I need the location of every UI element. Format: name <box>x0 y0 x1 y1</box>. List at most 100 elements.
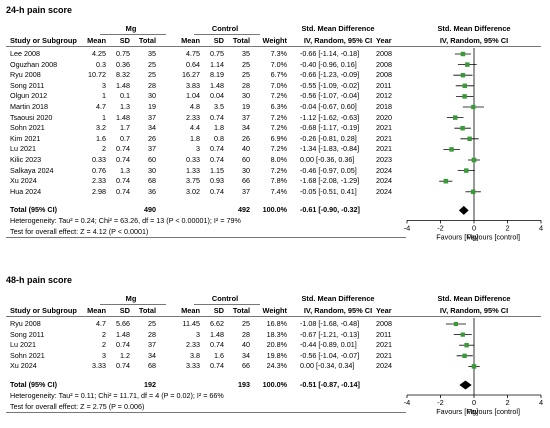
header-rule-control <box>194 304 260 305</box>
weight: 7.3% <box>270 49 287 58</box>
mg-mean: 4.7 <box>96 319 106 328</box>
header-group-mg: Mg <box>125 294 137 303</box>
study-marker <box>460 332 465 337</box>
year: 2021 <box>376 144 392 154</box>
study-name: Xu 2024 <box>10 176 37 186</box>
total-label: Total (95% CI) <box>10 380 57 389</box>
mg-total: 25 <box>148 319 156 328</box>
control-total: 25 <box>242 319 250 328</box>
control-total: 37 <box>242 112 250 122</box>
smd-ci: -0.56 [-1.07, -0.04] <box>300 91 360 101</box>
control-mean: 2.33 <box>186 340 200 350</box>
total-mg: 490 <box>144 205 156 215</box>
header-plot-smd: Std. Mean Difference <box>437 294 511 303</box>
smd-ci: 0.00 [-0.36, 0.36] <box>300 155 355 164</box>
control-sd: 1.15 <box>210 165 224 175</box>
total-ci: -0.61 [-0.90, -0.32] <box>300 205 360 215</box>
x-tick-label: 2 <box>505 398 509 407</box>
header-rule <box>6 46 541 47</box>
control-total: 28 <box>242 80 250 90</box>
header-rule-mg <box>100 304 166 305</box>
control-sd: 0.75 <box>210 49 224 58</box>
mg-total: 60 <box>148 155 156 164</box>
year: 2008 <box>376 70 392 80</box>
year: 2024 <box>376 165 392 175</box>
header-smd-sub: IV, Random, 95% CI <box>303 36 373 45</box>
mg-sd: 1.2 <box>120 350 130 360</box>
section-title: 48-h pain score <box>6 275 73 285</box>
x-tick-label: -2 <box>437 223 444 232</box>
study-name: Ryu 2008 <box>10 70 41 80</box>
control-total: 60 <box>242 155 250 164</box>
x-tick-label: 0 <box>472 223 476 232</box>
header-total: Total <box>138 36 156 45</box>
weight: 7.2% <box>270 165 287 175</box>
mg-total: 36 <box>148 186 156 196</box>
mg-total: 37 <box>148 112 156 122</box>
weight: 7.2% <box>270 123 287 133</box>
smd-ci: -1.68 [-2.08, -1.29] <box>300 176 360 186</box>
year: 2018 <box>376 102 392 111</box>
year: 2011 <box>376 329 392 339</box>
header-rule <box>6 316 541 317</box>
mg-mean: 2 <box>102 329 106 339</box>
control-mean: 1.8 <box>190 133 200 143</box>
control-mean: 3.8 <box>190 350 200 360</box>
header-plot-smd: Std. Mean Difference <box>437 24 511 33</box>
mg-sd: 0.74 <box>116 186 130 196</box>
header-total: Total <box>232 36 250 45</box>
study-marker <box>449 147 454 152</box>
weight: 7.2% <box>270 112 287 122</box>
mg-sd: 8.32 <box>116 70 130 80</box>
mg-mean: 2 <box>102 144 106 154</box>
total-mg: 192 <box>144 380 156 389</box>
smd-ci: -0.67 [-1.21, -0.13] <box>300 329 360 339</box>
header-year: Year <box>376 306 392 315</box>
section-title: 24-h pain score <box>6 5 73 15</box>
study-marker <box>471 157 477 163</box>
mg-total: 34 <box>148 123 156 133</box>
mg-mean: 0.33 <box>92 155 106 164</box>
smd-ci: -1.08 [-1.68, -0.48] <box>300 319 360 328</box>
control-total: 19 <box>242 102 250 111</box>
mg-mean: 3.33 <box>92 361 106 371</box>
control-mean: 3.83 <box>186 80 200 90</box>
mg-total: 68 <box>148 176 156 186</box>
favours-mg-label: Favours [Mg] <box>436 407 478 416</box>
study-marker <box>453 115 458 120</box>
control-sd: 0.74 <box>210 340 224 350</box>
control-total: 34 <box>242 350 250 360</box>
mg-sd: 0.74 <box>116 176 130 186</box>
smd-ci: 0.00 [-0.34, 0.34] <box>300 361 355 371</box>
mg-mean: 3 <box>102 80 106 90</box>
header-sd: SD <box>119 306 130 315</box>
mg-mean: 4.25 <box>92 49 106 58</box>
study-marker <box>460 51 466 57</box>
study-marker <box>460 125 465 131</box>
study-name: Lu 2021 <box>10 340 36 350</box>
weight: 7.0% <box>270 59 287 69</box>
mg-total: 37 <box>148 340 156 350</box>
study-marker <box>460 73 466 78</box>
control-sd: 1.14 <box>210 59 224 69</box>
study-name: Ryu 2008 <box>10 319 41 328</box>
study-name: Martin 2018 <box>10 102 48 111</box>
favours-mg-label: Favours [Mg] <box>436 232 478 241</box>
study-name: Song 2011 <box>10 80 45 90</box>
control-sd: 8.19 <box>210 70 224 80</box>
control-total: 30 <box>242 91 250 101</box>
control-mean: 3.02 <box>186 186 200 196</box>
mg-mean: 3 <box>102 350 106 360</box>
study-name: Salkaya 2024 <box>10 165 54 175</box>
header-group-control: Control <box>211 294 239 303</box>
mg-total: 26 <box>148 133 156 143</box>
control-total: 30 <box>242 165 250 175</box>
control-mean: 4.8 <box>190 102 200 111</box>
weight: 7.2% <box>270 144 287 154</box>
control-mean: 3 <box>196 144 200 154</box>
mg-total: 37 <box>148 144 156 154</box>
control-sd: 0.74 <box>210 186 224 196</box>
summary-diamond <box>459 380 472 390</box>
control-sd: 0.74 <box>210 361 224 371</box>
control-sd: 1.8 <box>214 123 224 133</box>
